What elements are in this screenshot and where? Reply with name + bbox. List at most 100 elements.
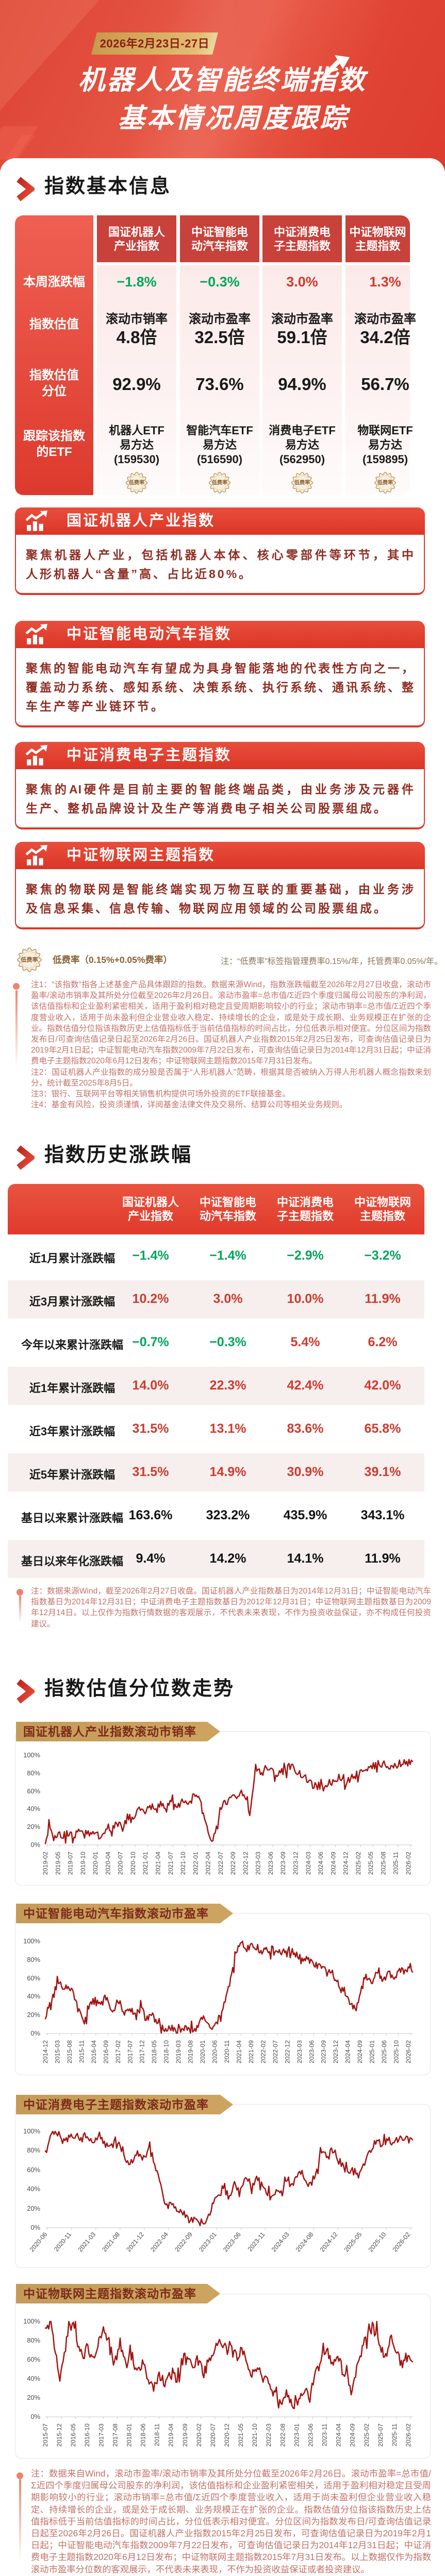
svg-text:2016-04: 2016-04 <box>90 2040 97 2063</box>
svg-text:2017-03: 2017-03 <box>97 2424 105 2447</box>
svg-text:20%: 20% <box>27 2205 40 2212</box>
svg-text:2023-01: 2023-01 <box>293 2424 300 2447</box>
svg-text:2021-12: 2021-12 <box>125 2231 145 2253</box>
svg-text:2020-12: 2020-12 <box>223 2424 230 2447</box>
svg-text:2022-04: 2022-04 <box>149 2231 170 2253</box>
svg-text:20%: 20% <box>27 2011 40 2019</box>
svg-text:2023-06: 2023-06 <box>307 2424 315 2447</box>
svg-text:2017-08: 2017-08 <box>111 2424 119 2447</box>
svg-text:2022-07: 2022-07 <box>217 1852 224 1875</box>
svg-text:2024-09: 2024-09 <box>349 2424 356 2447</box>
svg-text:低费率: 低费率 <box>21 956 38 963</box>
svg-text:100%: 100% <box>23 2317 40 2325</box>
svg-text:60%: 60% <box>27 1787 40 1795</box>
svg-text:2019-07: 2019-07 <box>67 1852 74 1875</box>
svg-text:2014-12: 2014-12 <box>42 2040 49 2063</box>
svg-text:2021-08: 2021-08 <box>101 2231 121 2253</box>
svg-text:60%: 60% <box>27 2166 40 2174</box>
svg-text:2019-05: 2019-05 <box>54 1852 61 1875</box>
svg-text:2020-06: 2020-06 <box>28 2231 49 2253</box>
svg-text:2016-09: 2016-09 <box>102 2040 109 2063</box>
svg-text:2024-09: 2024-09 <box>329 1852 337 1875</box>
svg-text:2020-10: 2020-10 <box>129 1852 137 1875</box>
svg-text:低费率: 低费率 <box>128 479 144 486</box>
svg-text:2022-12: 2022-12 <box>284 2040 291 2063</box>
svg-text:2021-10: 2021-10 <box>179 1852 187 1875</box>
svg-text:20%: 20% <box>27 1823 40 1831</box>
svg-text:2020-07: 2020-07 <box>209 2424 217 2447</box>
svg-text:2026-02: 2026-02 <box>405 2424 412 2447</box>
svg-text:2025-11: 2025-11 <box>391 2424 398 2446</box>
svg-text:2025-10: 2025-10 <box>367 2231 388 2253</box>
svg-text:2021-03: 2021-03 <box>76 2231 97 2253</box>
svg-text:2023-06: 2023-06 <box>222 2231 242 2253</box>
svg-text:2022-04: 2022-04 <box>205 1852 212 1875</box>
svg-text:2025-01: 2025-01 <box>369 2040 376 2063</box>
svg-text:0%: 0% <box>31 2224 41 2231</box>
svg-text:2024-04: 2024-04 <box>344 2040 352 2063</box>
svg-text:60%: 60% <box>27 1974 40 1982</box>
svg-text:2017-12: 2017-12 <box>139 2040 146 2063</box>
svg-text:2020-02: 2020-02 <box>195 2424 203 2447</box>
svg-text:2026-02: 2026-02 <box>391 2231 412 2253</box>
svg-text:2022-09: 2022-09 <box>173 2231 194 2253</box>
svg-text:2015-03: 2015-03 <box>54 2040 61 2063</box>
svg-text:2017-02: 2017-02 <box>114 2040 122 2063</box>
svg-text:40%: 40% <box>27 2185 40 2193</box>
svg-text:2025-11: 2025-11 <box>392 1852 400 1874</box>
svg-text:2020-11: 2020-11 <box>53 2231 73 2253</box>
svg-text:2022-09: 2022-09 <box>229 1852 237 1875</box>
svg-text:2022-01: 2022-01 <box>192 1852 199 1875</box>
svg-text:60%: 60% <box>27 2355 40 2363</box>
svg-text:2019-09: 2019-09 <box>182 2424 189 2447</box>
svg-text:2021-05: 2021-05 <box>237 2424 244 2447</box>
svg-text:2025-02: 2025-02 <box>363 2424 370 2447</box>
svg-text:2021-09: 2021-09 <box>248 2040 255 2063</box>
svg-text:2023-09: 2023-09 <box>279 1852 287 1875</box>
svg-text:80%: 80% <box>27 2336 40 2344</box>
svg-text:2024-09: 2024-09 <box>356 2040 364 2063</box>
svg-text:2025-05: 2025-05 <box>367 1852 374 1875</box>
svg-text:2023-03: 2023-03 <box>255 1852 262 1875</box>
svg-text:2020-06: 2020-06 <box>211 2040 219 2063</box>
svg-text:2025-05: 2025-05 <box>343 2231 364 2253</box>
svg-text:2021-01: 2021-01 <box>142 1852 149 1875</box>
svg-text:2026-02: 2026-02 <box>405 1852 412 1875</box>
svg-text:2022-08: 2022-08 <box>279 2424 286 2447</box>
svg-text:0%: 0% <box>31 1841 41 1849</box>
svg-text:2024-03: 2024-03 <box>270 2231 291 2253</box>
svg-text:100%: 100% <box>23 2127 40 2135</box>
svg-text:0%: 0% <box>31 2029 41 2037</box>
svg-text:2020-04: 2020-04 <box>104 1852 111 1875</box>
svg-text:2025-10: 2025-10 <box>393 2040 400 2063</box>
svg-text:2017-07: 2017-07 <box>126 2040 134 2063</box>
svg-text:2021-10: 2021-10 <box>251 2424 258 2447</box>
svg-text:2018-01: 2018-01 <box>126 2424 133 2447</box>
svg-text:2023-11: 2023-11 <box>321 2424 328 2446</box>
svg-text:2025-02: 2025-02 <box>355 1852 362 1875</box>
svg-text:2021-04: 2021-04 <box>155 1852 162 1875</box>
svg-text:2018-05: 2018-05 <box>151 2040 158 2063</box>
svg-text:2026-02: 2026-02 <box>405 2040 412 2063</box>
svg-text:2019-04: 2019-04 <box>168 2424 175 2447</box>
svg-text:2019-08: 2019-08 <box>187 2040 194 2063</box>
svg-text:2019-02: 2019-02 <box>42 1852 49 1875</box>
svg-text:2023-09: 2023-09 <box>320 2040 327 2063</box>
svg-text:2020-11: 2020-11 <box>223 2040 230 2063</box>
svg-text:2023-06: 2023-06 <box>308 2040 315 2063</box>
svg-text:2023-03: 2023-03 <box>296 2040 303 2063</box>
svg-text:80%: 80% <box>27 1769 40 1777</box>
svg-text:2022-12: 2022-12 <box>242 1852 249 1875</box>
svg-text:0%: 0% <box>31 2413 41 2420</box>
svg-text:2019-03: 2019-03 <box>175 2040 182 2063</box>
svg-text:低费率: 低费率 <box>377 479 393 486</box>
svg-text:2024-04: 2024-04 <box>335 2424 342 2447</box>
svg-text:低费率: 低费率 <box>211 479 227 486</box>
svg-text:2018-06: 2018-06 <box>140 2424 147 2447</box>
svg-text:2023-06: 2023-06 <box>267 1852 274 1875</box>
svg-text:2016-05: 2016-05 <box>70 2424 77 2447</box>
svg-text:100%: 100% <box>23 1751 40 1759</box>
svg-text:2018-10: 2018-10 <box>163 2040 170 2063</box>
svg-text:2025-08: 2025-08 <box>380 1852 387 1875</box>
svg-text:2025-07: 2025-07 <box>377 2424 384 2447</box>
